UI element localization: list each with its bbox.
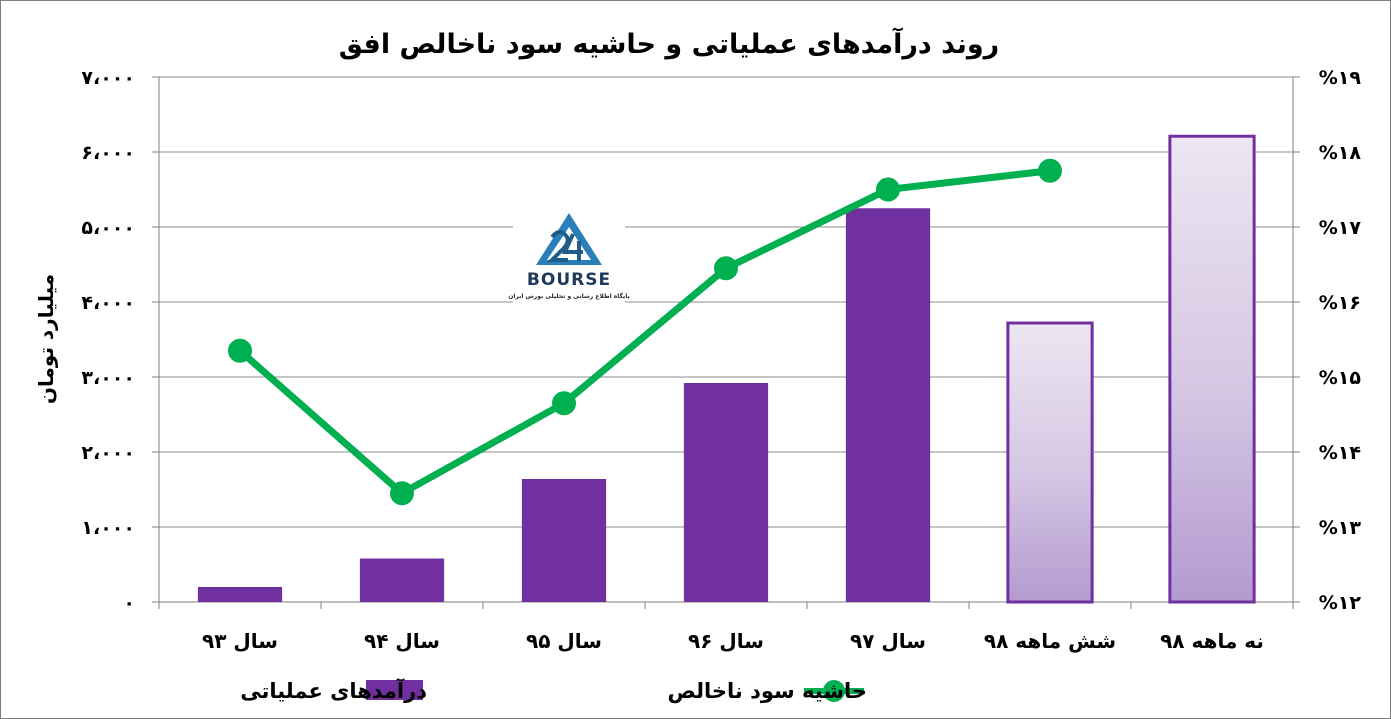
- y-axis-label: میلیارد تومان: [34, 274, 58, 404]
- line-point: [1038, 158, 1062, 183]
- margin-line: [237, 167, 1051, 497]
- category-label: سال ۹۳: [202, 629, 278, 653]
- category-labels: سال ۹۳ سال ۹۴ سال ۹۵ سال ۹۶ سال ۹۷ شش ماهه ۹۸…: [202, 629, 1264, 653]
- legend-bar-label: درآمدهای عملیاتی: [240, 678, 427, 703]
- line-point: [390, 481, 414, 506]
- line-point: [714, 256, 738, 281]
- left-axis-tick-label: ۳،۰۰۰: [81, 367, 135, 389]
- logo-subtitle: پایگاه اطلاع رسانی و تحلیلی بورس ایران: [508, 292, 630, 300]
- chart-title: روند درآمدهای عملیاتی و حاشیه سود ناخالص…: [339, 27, 999, 60]
- left-axis-tick-label: ۷،۰۰۰: [81, 67, 135, 89]
- legend: درآمدهای عملیاتی حاشیه سود ناخالص: [240, 678, 867, 703]
- category-label: نه ماهه ۹۸: [1160, 629, 1264, 653]
- left-axis-tick-label: ۱،۰۰۰: [81, 517, 135, 539]
- legend-line-marker: [823, 680, 845, 702]
- bar: [197, 587, 283, 602]
- line-series: [228, 158, 1062, 506]
- right-axis-tick-label: %۱۹: [1319, 67, 1362, 89]
- bar: [359, 558, 445, 602]
- legend-line-label: حاشیه سود ناخالص: [667, 679, 867, 703]
- left-axis-tick-label: ۲،۰۰۰: [81, 442, 135, 464]
- right-axis-tick-label: %۱۸: [1319, 142, 1362, 164]
- right-axis-tick-label: %۱۴: [1319, 442, 1361, 464]
- category-label: سال ۹۷: [850, 629, 926, 653]
- bar: [1006, 321, 1094, 604]
- bar: [521, 479, 607, 602]
- category-label: سال ۹۶: [688, 629, 764, 653]
- bar-series: [197, 134, 1256, 604]
- line-point: [552, 391, 576, 416]
- right-axis-tick-label: %۱۲: [1319, 592, 1362, 614]
- right-axis-tick-label: %۱۷: [1319, 217, 1362, 239]
- bar: [1168, 134, 1256, 604]
- left-axis-tick-label: ۵،۰۰۰: [81, 217, 135, 239]
- category-label: سال ۹۵: [526, 629, 602, 653]
- left-axis-tick-label: ۰: [123, 592, 135, 614]
- left-axis-tick-label: ۶،۰۰۰: [81, 142, 135, 164]
- bar: [845, 208, 931, 602]
- bar: [683, 383, 769, 602]
- left-axis-tick-labels: ۰ ۱،۰۰۰ ۲،۰۰۰ ۳،۰۰۰ ۴،۰۰۰ ۵،۰۰۰ ۶،۰۰۰ ۷،۰۰۰: [81, 67, 135, 614]
- grid-lines: [159, 76, 1293, 528]
- right-axis-tick-label: %۱۶: [1319, 292, 1361, 314]
- right-axis-tick-labels: %۱۲ %۱۳ %۱۴ %۱۵ %۱۶ %۱۷ %۱۸ %۱۹: [1319, 67, 1362, 614]
- line-point: [228, 338, 252, 363]
- bourse-logo: BOURSE پایگاه اطلاع رسانی و تحلیلی بورس …: [508, 205, 630, 311]
- right-axis-tick-label: %۱۳: [1319, 517, 1362, 539]
- legend-bar-swatch: [366, 680, 423, 700]
- category-label: شش ماهه ۹۸: [984, 629, 1116, 653]
- line-point: [876, 177, 900, 202]
- right-axis-tick-label: %۱۵: [1319, 367, 1362, 389]
- logo-word: BOURSE: [527, 270, 611, 290]
- left-axis-tick-label: ۴،۰۰۰: [81, 292, 135, 314]
- category-label: سال ۹۴: [364, 629, 440, 653]
